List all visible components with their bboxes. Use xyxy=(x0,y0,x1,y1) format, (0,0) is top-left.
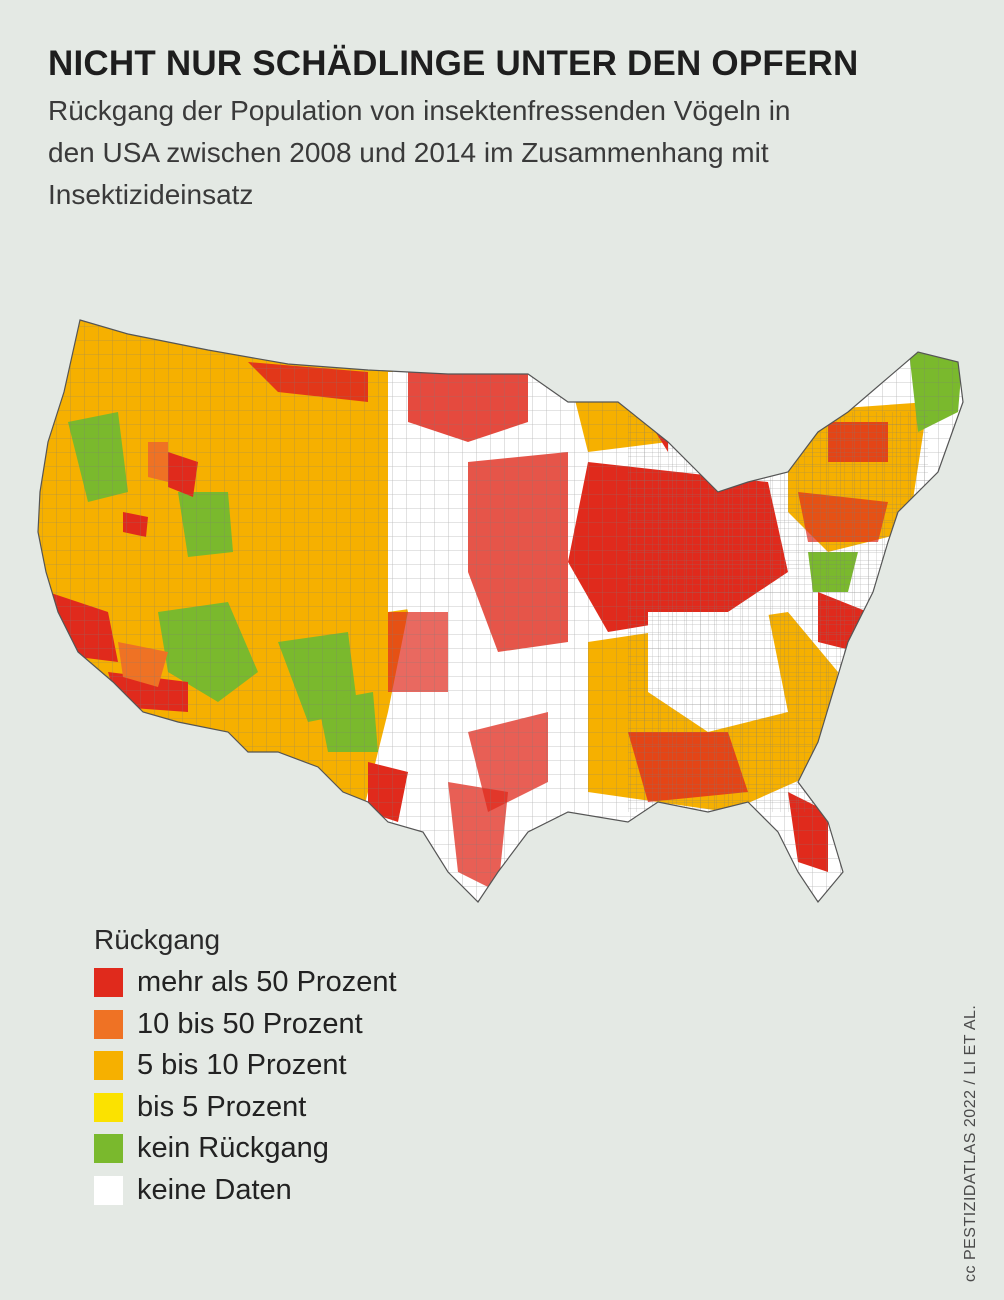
legend-label: bis 5 Prozent xyxy=(137,1090,307,1123)
usa-county-map xyxy=(37,319,964,904)
legend-swatch xyxy=(94,1009,123,1039)
legend-swatch xyxy=(94,1092,123,1122)
legend: Rückgang mehr als 50 Prozent 10 bis 50 P… xyxy=(94,924,397,1211)
legend-item: 5 bis 10 Prozent xyxy=(94,1045,397,1087)
legend-label: keine Daten xyxy=(137,1173,292,1206)
legend-item: 10 bis 50 Prozent xyxy=(94,1004,397,1046)
legend-label: kein Rückgang xyxy=(137,1132,329,1165)
legend-swatch xyxy=(94,1051,123,1081)
legend-title: Rückgang xyxy=(94,924,221,955)
map-title: NICHT NUR SCHÄDLINGE UNTER DEN OPFERN xyxy=(48,44,859,83)
legend-item: keine Daten xyxy=(94,1170,397,1212)
legend-item: mehr als 50 Prozent xyxy=(94,962,397,1004)
legend-label: 5 bis 10 Prozent xyxy=(137,1049,347,1082)
legend-label: mehr als 50 Prozent xyxy=(137,966,397,999)
source-credit: cc PESTIZIDATLAS 2022 / LI ET AL. xyxy=(962,1004,979,1282)
legend-label: 10 bis 50 Prozent xyxy=(137,1007,363,1040)
legend-swatch xyxy=(94,968,123,998)
legend-swatch xyxy=(94,1134,123,1164)
legend-swatch xyxy=(94,1175,123,1205)
legend-item: kein Rückgang xyxy=(94,1128,397,1170)
map-subtitle: Rückgang der Population von insektenfres… xyxy=(48,95,791,210)
legend-item: bis 5 Prozent xyxy=(94,1087,397,1129)
